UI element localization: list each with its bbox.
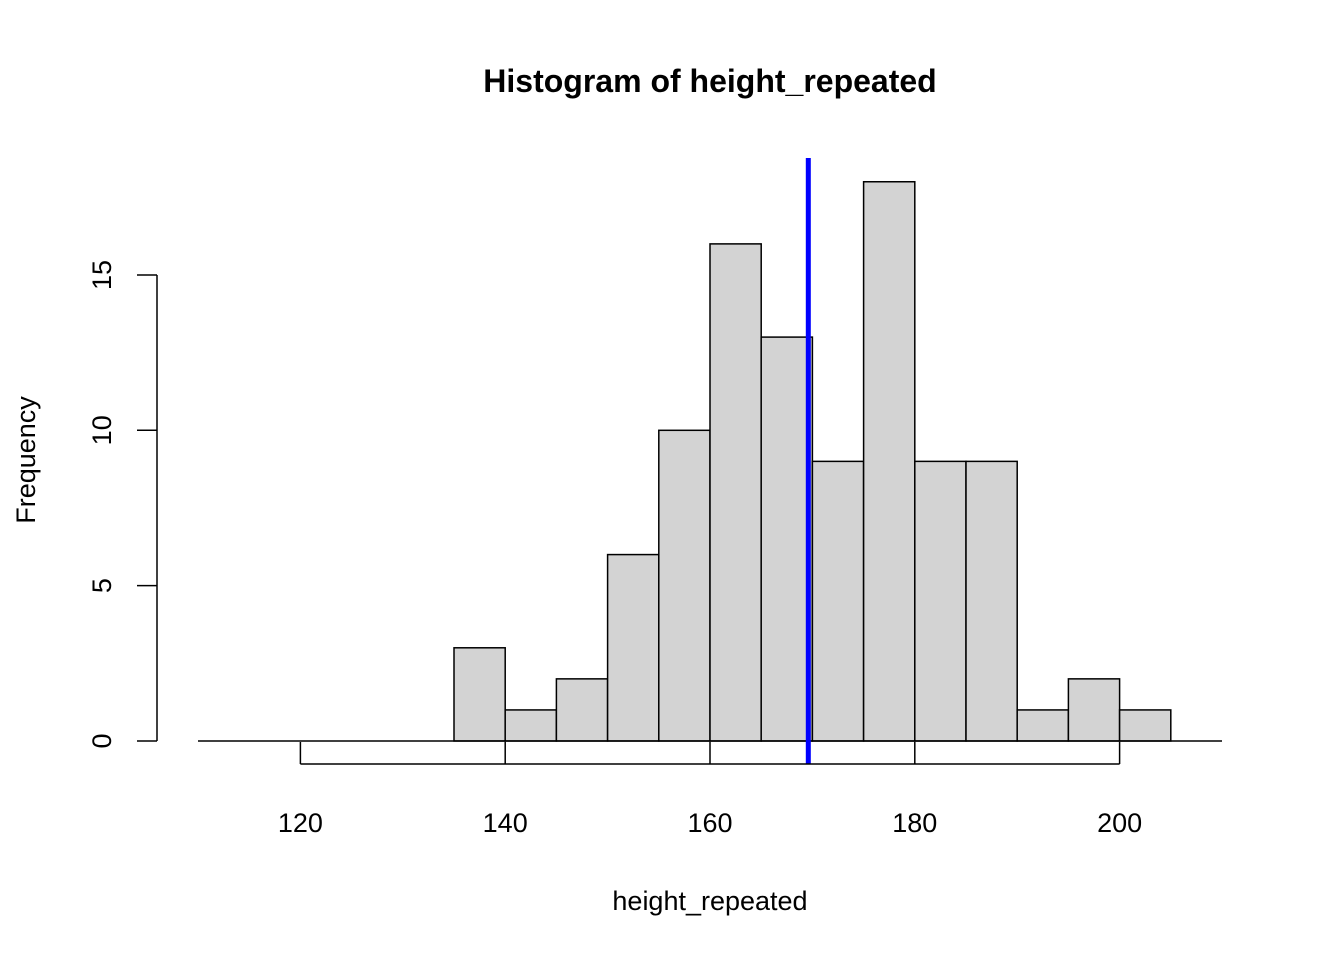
- y-axis: 0 5 10 15: [87, 260, 158, 749]
- x-axis-label: height_repeated: [612, 886, 807, 916]
- x-tick-label: 200: [1097, 808, 1142, 838]
- histogram-bar: [1118, 709, 1172, 742]
- histogram-bar: [453, 647, 506, 742]
- x-tick-label: 180: [892, 808, 937, 838]
- histogram-bar: [504, 709, 558, 742]
- y-tick-label: 0: [87, 733, 117, 748]
- histogram-bar: [709, 243, 762, 742]
- y-tick-label: 5: [87, 578, 117, 593]
- histogram-bar: [1016, 709, 1070, 742]
- histogram-bar: [1067, 678, 1121, 742]
- y-axis-label: Frequency: [11, 396, 41, 524]
- histogram-bar: [760, 336, 814, 742]
- y-tick-label: 10: [87, 415, 117, 445]
- y-tick-label: 15: [87, 260, 117, 290]
- histogram-bar: [965, 460, 1018, 742]
- x-tick-label: 140: [483, 808, 528, 838]
- x-axis: 120 140 160 180 200: [278, 742, 1142, 838]
- chart-title: Histogram of height_repeated: [483, 63, 936, 99]
- histogram-bar: [658, 429, 711, 742]
- histogram-bar: [914, 460, 967, 742]
- histogram-bar: [811, 460, 865, 742]
- histogram-bar: [862, 180, 916, 742]
- x-tick-label: 120: [278, 808, 323, 838]
- histogram-bar: [606, 553, 660, 742]
- bars-layer: [198, 180, 1222, 742]
- x-tick-label: 160: [687, 808, 732, 838]
- histogram-bar: [555, 678, 609, 742]
